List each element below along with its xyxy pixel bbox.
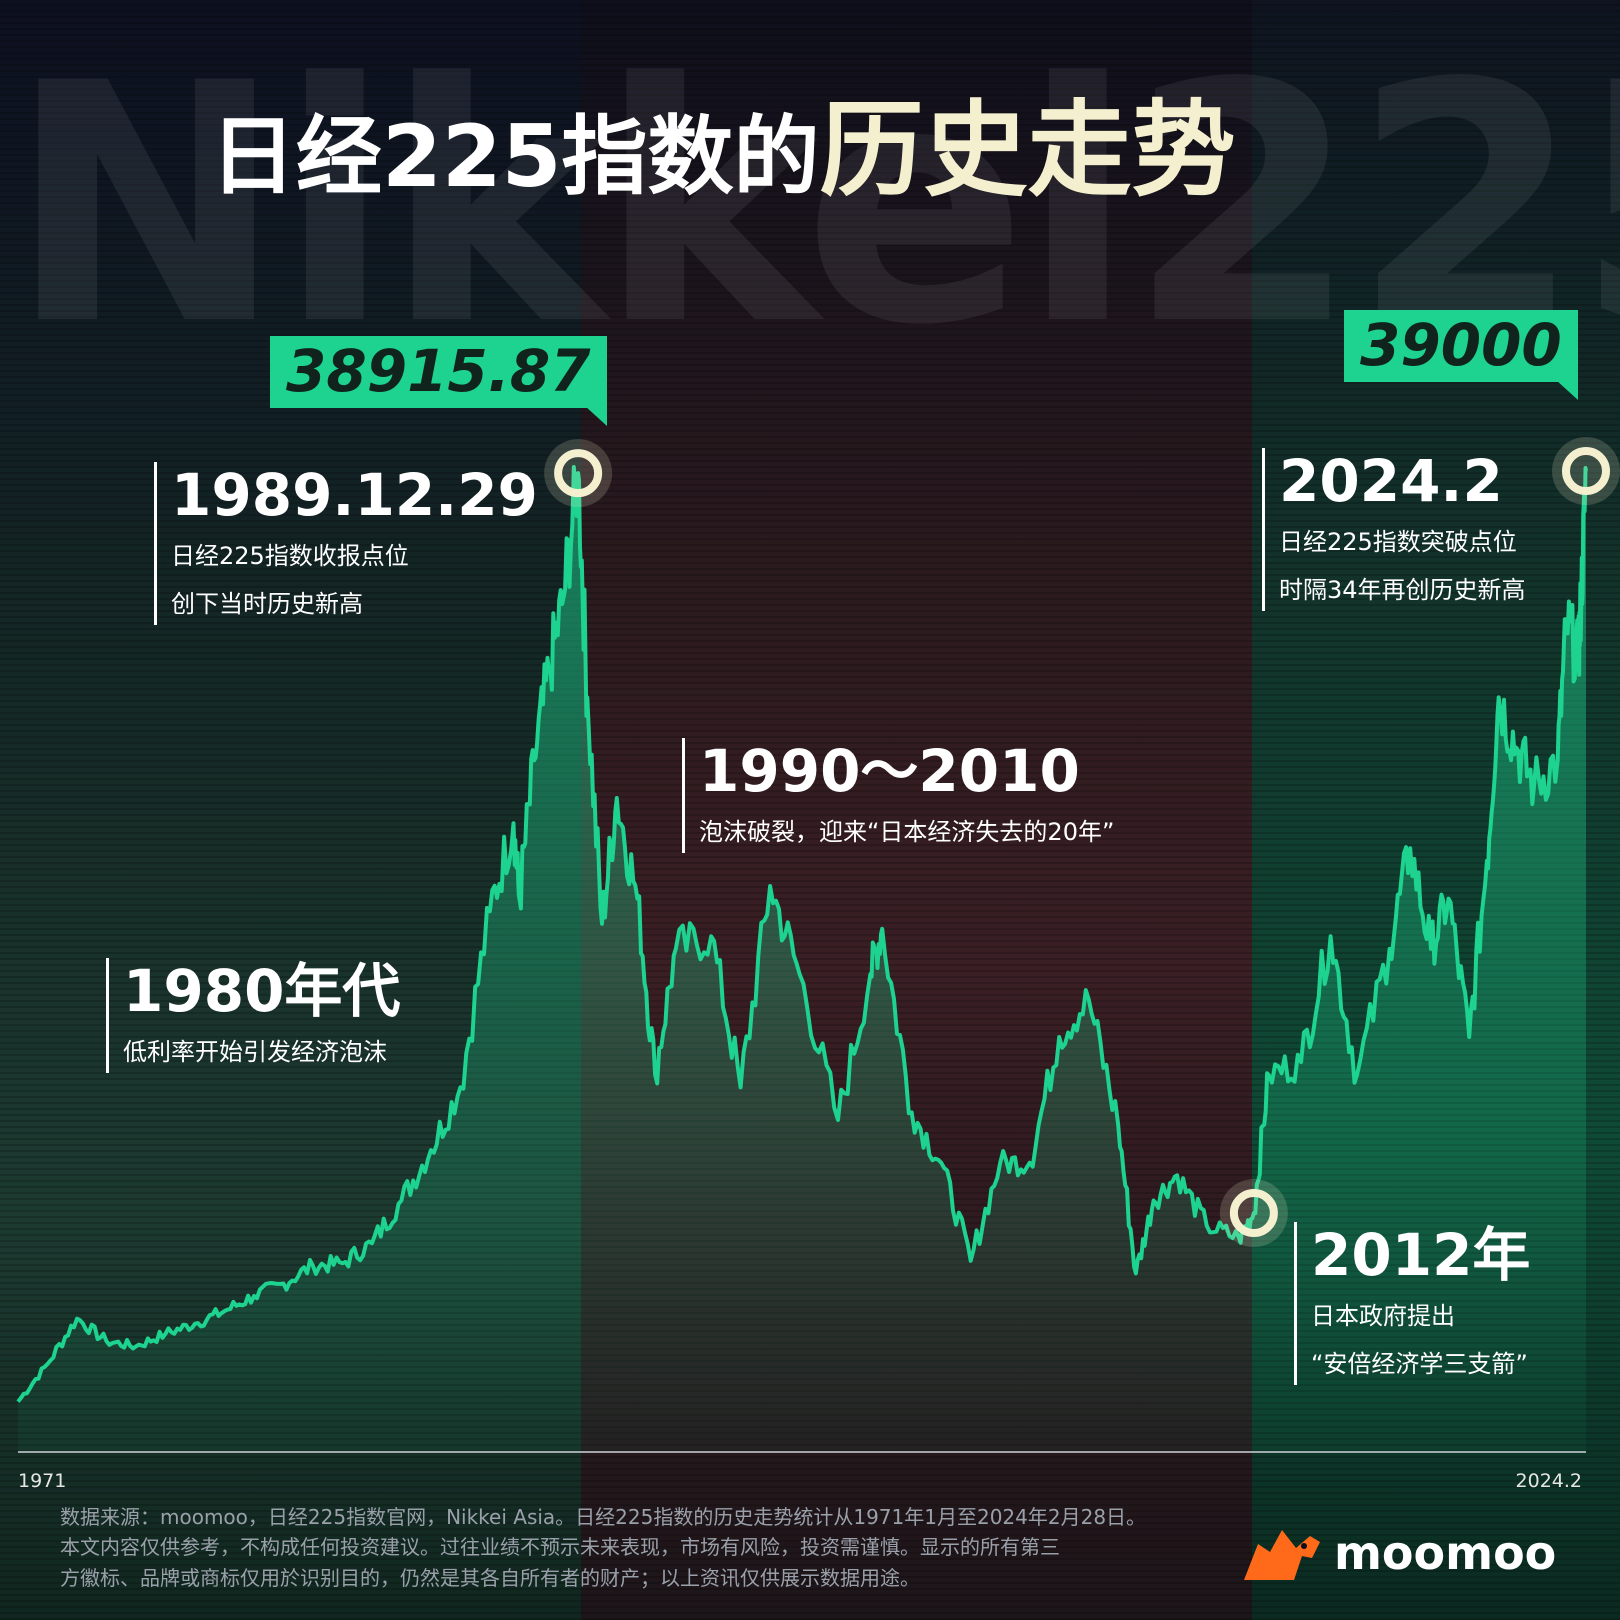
footer-disclaimer-line: 本文内容仅供参考，不构成任何投资建议。过往业绩不预示未来表现，市场有风险，投资需… bbox=[60, 1535, 1060, 1560]
event-marker-ring bbox=[554, 449, 603, 498]
annotation-2012: 2012年 日本政府提出 “安倍经济学三支箭” bbox=[1294, 1222, 1530, 1385]
annotation-title: 2012年 bbox=[1311, 1221, 1531, 1289]
moomoo-logo: moomoo bbox=[1240, 1522, 1556, 1584]
annotation-line: 日经225指数收报点位 bbox=[171, 541, 409, 570]
event-marker-ring bbox=[1562, 447, 1610, 495]
title-main: 日经225指数的 bbox=[210, 107, 820, 207]
page-title: 日经225指数的历史走势 bbox=[210, 88, 1236, 213]
event-marker-halo bbox=[1552, 437, 1620, 505]
annotation-line: 低利率开始引发经济泡沫 bbox=[123, 1037, 387, 1066]
annotation-1990-2010: 1990～2010 泡沫破裂，迎来“日本经济失去的20年” bbox=[682, 738, 1114, 853]
annotation-line: 创下当时历史新高 bbox=[171, 589, 363, 618]
annotation-line: 时隔34年再创历史新高 bbox=[1279, 575, 1526, 604]
title-highlight: 历史走势 bbox=[819, 89, 1236, 211]
annotation-line: “安倍经济学三支箭” bbox=[1311, 1349, 1528, 1378]
bull-logo-icon bbox=[1244, 1530, 1320, 1580]
logo-text: moomoo bbox=[1334, 1526, 1557, 1580]
annotation-line: 日经225指数突破点位 bbox=[1279, 527, 1517, 556]
peak-badge-1989: 38915.87 bbox=[270, 336, 607, 426]
annotation-title: 2024.2 bbox=[1279, 447, 1503, 515]
annotation-1980s: 1980年代 低利率开始引发经济泡沫 bbox=[106, 958, 400, 1073]
footer-disclaimer: 数据来源：moomoo，日经225指数官网，Nikkei Asia。日经225指… bbox=[60, 1502, 1146, 1593]
event-marker-halo bbox=[1219, 1179, 1288, 1248]
annotation-title: 1990～2010 bbox=[699, 737, 1080, 805]
annotation-line: 泡沫破裂，迎来“日本经济失去的20年” bbox=[699, 817, 1115, 846]
event-marker-halo bbox=[544, 439, 613, 508]
series-area-fill bbox=[18, 467, 1586, 1452]
peak-badge-2024: 39000 bbox=[1344, 310, 1578, 400]
x-axis-start-label: 1971 bbox=[18, 1470, 67, 1492]
annotation-line: 日本政府提出 bbox=[1311, 1301, 1455, 1330]
event-marker-ring bbox=[1229, 1189, 1278, 1238]
x-axis-end-label: 2024.2 bbox=[1515, 1470, 1582, 1492]
footer-source-line: 数据来源：moomoo，日经225指数官网，Nikkei Asia。日经225指… bbox=[60, 1505, 1147, 1529]
series-line bbox=[16, 465, 1588, 1403]
annotation-2024: 2024.2 日经225指数突破点位 时隔34年再创历史新高 bbox=[1262, 448, 1526, 611]
annotation-title: 1980年代 bbox=[123, 957, 401, 1025]
annotation-title: 1989.12.29 bbox=[171, 461, 538, 529]
footer-disclaimer-line: 方徽标、品牌或商标仅用於识别目的，仍然是其各自所有者的财产；以上资讯仅供展示数据… bbox=[60, 1565, 920, 1590]
annotation-1989: 1989.12.29 日经225指数收报点位 创下当时历史新高 bbox=[154, 462, 538, 625]
